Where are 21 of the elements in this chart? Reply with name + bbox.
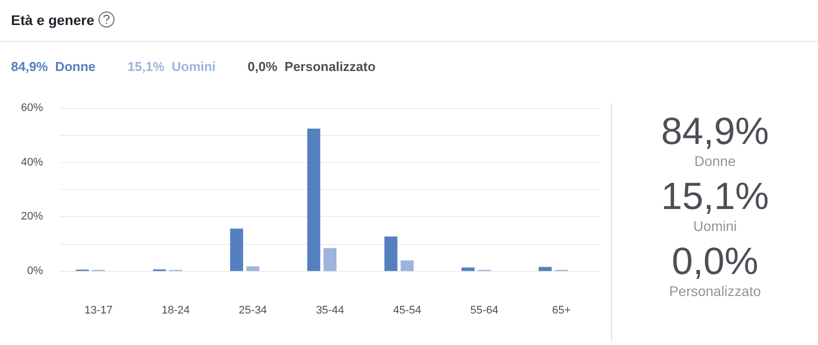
x-tick-label: 65+ [552,304,571,316]
y-tick-label: 0% [27,265,44,277]
y-tick-label: 60% [20,102,44,114]
x-tick-label: 45-54 [393,304,422,316]
text: 0,0% [670,241,760,283]
x-tick-label: 35-44 [316,304,344,316]
category-label: Uomini [692,218,738,234]
text: 15,1% [660,176,770,218]
category-label: Personalizzato [668,283,762,299]
x-tick-label: 18-24 [162,304,190,316]
text: 84,9% Donne [11,59,96,74]
y-tick-label: 20% [20,210,44,223]
text: 84,9% [660,111,770,153]
x-tick-label: 13-17 [84,304,113,316]
x-tick-label: 25-34 [238,304,267,316]
y-tick-label: 40% [20,156,44,168]
chart-title: Età e genere [11,12,94,28]
text: 0,0% Personalizzato [248,59,376,74]
category-label: Donne [693,153,737,169]
x-tick-label: 55-64 [470,304,498,316]
text: 15,1% Uomini [128,59,216,74]
